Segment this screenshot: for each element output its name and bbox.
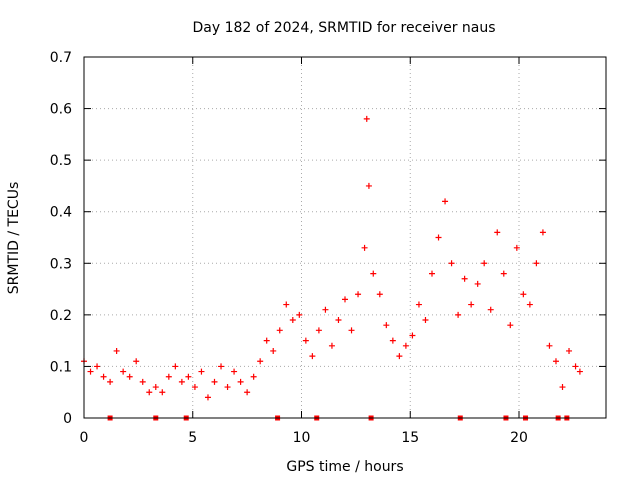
data-point <box>191 384 198 391</box>
data-point <box>363 115 370 122</box>
y-tick-label: 0 <box>63 411 72 427</box>
data-points <box>81 115 583 401</box>
data-point <box>365 182 372 189</box>
data-point <box>218 363 225 370</box>
x-tick-label: 20 <box>510 430 528 446</box>
data-point <box>435 234 442 241</box>
data-point <box>257 358 264 365</box>
data-point <box>422 317 429 324</box>
data-point <box>244 389 251 396</box>
data-point <box>383 322 390 329</box>
x-tick-label: 5 <box>188 430 197 446</box>
data-point <box>559 384 566 391</box>
data-point <box>211 378 218 385</box>
grid <box>84 57 606 418</box>
data-point <box>328 342 335 349</box>
data-point <box>355 291 362 298</box>
data-point <box>296 311 303 318</box>
data-point <box>283 301 290 308</box>
data-point <box>389 337 396 344</box>
data-point <box>237 378 244 385</box>
y-tick-label: 0.3 <box>50 256 72 272</box>
data-point <box>87 368 94 375</box>
data-point <box>159 389 166 396</box>
data-point <box>500 270 507 277</box>
data-point <box>402 342 409 349</box>
data-point <box>185 373 192 380</box>
data-point <box>315 327 322 334</box>
plot-frame <box>83 56 607 419</box>
data-point <box>370 270 377 277</box>
data-point <box>146 389 153 396</box>
data-point <box>415 301 422 308</box>
data-point <box>566 347 573 354</box>
data-point <box>494 229 501 236</box>
data-point <box>322 306 329 313</box>
data-point <box>576 368 583 375</box>
data-point <box>289 317 296 324</box>
data-point <box>100 373 107 380</box>
data-point <box>468 301 475 308</box>
data-point <box>270 347 277 354</box>
data-point <box>448 260 455 267</box>
data-point <box>481 260 488 267</box>
data-point <box>348 327 355 334</box>
data-point <box>474 280 481 287</box>
data-point <box>94 363 101 370</box>
y-tick-label: 0.5 <box>50 153 72 169</box>
data-point <box>113 347 120 354</box>
data-point <box>120 368 127 375</box>
y-tick-label: 0.2 <box>50 308 72 324</box>
data-point <box>152 384 159 391</box>
data-point <box>139 378 146 385</box>
data-point <box>126 373 133 380</box>
data-point <box>224 384 231 391</box>
data-point <box>107 378 114 385</box>
data-point <box>342 296 348 303</box>
x-axis-label: GPS time / hours <box>286 459 403 475</box>
y-tick-label: 0.6 <box>50 102 72 118</box>
data-point <box>442 198 449 205</box>
x-tick-label: 15 <box>401 430 419 446</box>
data-point <box>546 342 553 349</box>
data-point <box>429 270 435 277</box>
y-tick-label: 0.7 <box>50 50 72 66</box>
data-point <box>204 394 211 401</box>
data-point <box>572 363 579 370</box>
data-point <box>455 311 462 318</box>
data-point <box>539 229 546 236</box>
x-tick-label: 10 <box>293 430 311 446</box>
data-point <box>276 327 283 334</box>
x-tick-label: 0 <box>80 430 89 446</box>
data-point <box>335 317 342 324</box>
data-point <box>361 244 368 251</box>
data-point <box>302 337 309 344</box>
y-tick-label: 0.1 <box>50 359 72 375</box>
data-point <box>409 332 416 339</box>
y-axis-label: SRMTID / TECUs <box>6 182 22 295</box>
y-tick-label: 0.4 <box>50 205 72 221</box>
data-point <box>552 358 559 365</box>
data-point <box>461 275 468 282</box>
data-point <box>250 373 257 380</box>
data-point <box>376 291 383 298</box>
chart-title: Day 182 of 2024, SRMTID for receiver nau… <box>192 20 495 36</box>
data-point <box>526 301 533 308</box>
data-point <box>178 378 185 385</box>
data-point <box>507 322 514 329</box>
data-point <box>165 373 172 380</box>
data-point <box>172 363 179 370</box>
axis-ticks: 0 0.1 0.2 0.3 0.4 0.5 0.6 0.7 0 5 10 15 20 <box>50 50 606 446</box>
data-point <box>520 291 527 298</box>
data-point <box>231 368 238 375</box>
data-point <box>133 358 140 365</box>
data-point <box>533 260 540 267</box>
data-point <box>263 337 270 344</box>
data-point <box>513 244 520 251</box>
data-point <box>487 306 494 313</box>
data-point <box>309 353 316 360</box>
data-point <box>396 353 403 360</box>
data-point <box>198 368 205 375</box>
